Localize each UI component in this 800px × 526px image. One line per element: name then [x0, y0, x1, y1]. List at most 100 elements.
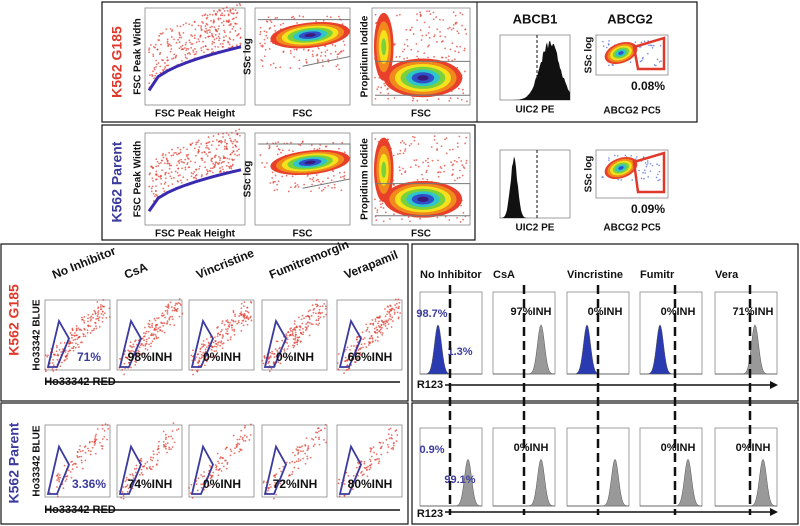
- event-dot: [171, 183, 174, 186]
- event-dot: [170, 36, 173, 38]
- event-dot: [375, 453, 378, 456]
- event-dot: [240, 448, 243, 451]
- event-dot: [639, 46, 642, 48]
- event-dot: [229, 448, 232, 451]
- event-dot: [268, 370, 271, 373]
- event-dot: [287, 331, 290, 333]
- density: [417, 196, 429, 202]
- event-dot: [228, 36, 231, 39]
- event-dot: [411, 26, 413, 29]
- event-dot: [80, 455, 83, 458]
- event-dot: [449, 97, 452, 100]
- event-dot: [321, 189, 323, 192]
- event-dot: [132, 350, 135, 353]
- event-dot: [142, 344, 145, 347]
- event-dot: [191, 497, 194, 499]
- event-dot: [234, 29, 237, 32]
- event-dot: [439, 166, 442, 168]
- event-dot: [334, 44, 337, 47]
- event-dot: [298, 328, 301, 331]
- event-dot: [317, 324, 319, 326]
- event-dot: [272, 362, 275, 365]
- event-dot: [368, 337, 371, 340]
- event-dot: [373, 327, 376, 330]
- event-dot: [403, 142, 405, 144]
- gate-percent: 71%: [77, 350, 101, 364]
- event-dot: [164, 181, 167, 184]
- event-dot: [155, 158, 158, 160]
- event-dot: [150, 332, 153, 335]
- event-dot: [649, 162, 652, 165]
- event-dot: [108, 316, 111, 318]
- event-dot: [64, 349, 67, 352]
- event-dot: [392, 442, 395, 444]
- event-dot: [334, 50, 337, 53]
- event-dot: [382, 441, 385, 444]
- event-dot: [164, 433, 167, 436]
- event-dot: [165, 64, 168, 67]
- event-dot: [605, 46, 608, 49]
- event-dot: [87, 447, 89, 450]
- event-dot: [222, 24, 225, 27]
- event-dot: [98, 326, 101, 328]
- density: [417, 75, 429, 81]
- event-dot: [295, 448, 298, 451]
- event-dot: [70, 476, 73, 479]
- event-dot: [634, 41, 637, 43]
- event-dot: [222, 465, 225, 468]
- event-dot: [101, 310, 104, 313]
- event-dot: [155, 328, 158, 331]
- event-dot: [177, 428, 180, 430]
- x-axis-label: R123: [417, 508, 443, 520]
- event-dot: [454, 50, 457, 53]
- event-dot: [213, 10, 215, 12]
- event-dot: [229, 31, 232, 33]
- event-dot: [232, 12, 235, 15]
- event-dot: [617, 178, 620, 181]
- event-dot: [374, 207, 377, 210]
- event-dot: [188, 51, 191, 54]
- event-dot: [645, 165, 648, 168]
- event-dot: [391, 307, 393, 310]
- event-dot: [236, 154, 239, 157]
- event-dot: [211, 25, 213, 28]
- event-dot: [232, 150, 235, 153]
- event-dot: [162, 440, 165, 443]
- event-dot: [307, 445, 310, 447]
- event-dot: [273, 189, 276, 192]
- event-dot: [215, 342, 218, 345]
- event-dot: [205, 22, 208, 25]
- event-dot: [323, 303, 326, 305]
- event-dot: [311, 437, 313, 440]
- event-dot: [456, 30, 459, 33]
- event-dot: [173, 152, 176, 154]
- event-dot: [401, 50, 404, 53]
- event-dot: [219, 17, 222, 20]
- event-dot: [404, 148, 407, 151]
- event-dot: [170, 177, 173, 180]
- event-dot: [655, 64, 657, 67]
- event-dot: [445, 56, 447, 59]
- event-dot: [56, 495, 59, 498]
- event-dot: [129, 356, 131, 359]
- event-dot: [206, 172, 209, 175]
- event-dot: [164, 445, 167, 448]
- event-dot: [60, 351, 63, 353]
- event-dot: [259, 154, 262, 156]
- event-dot: [361, 474, 364, 477]
- event-dot: [239, 42, 242, 45]
- event-dot: [396, 434, 399, 436]
- event-dot: [281, 149, 284, 152]
- event-dot: [161, 154, 164, 157]
- event-dot: [338, 68, 340, 71]
- event-dot: [208, 484, 211, 487]
- gate-percent: 0%INH: [203, 350, 241, 364]
- event-dot: [155, 66, 157, 68]
- event-dot: [308, 334, 311, 337]
- event-dot: [436, 142, 439, 145]
- event-dot: [285, 353, 288, 356]
- gate-percent: 0%INH: [203, 477, 241, 491]
- event-dot: [230, 326, 233, 329]
- event-dot: [240, 322, 243, 325]
- event-dot: [295, 460, 298, 463]
